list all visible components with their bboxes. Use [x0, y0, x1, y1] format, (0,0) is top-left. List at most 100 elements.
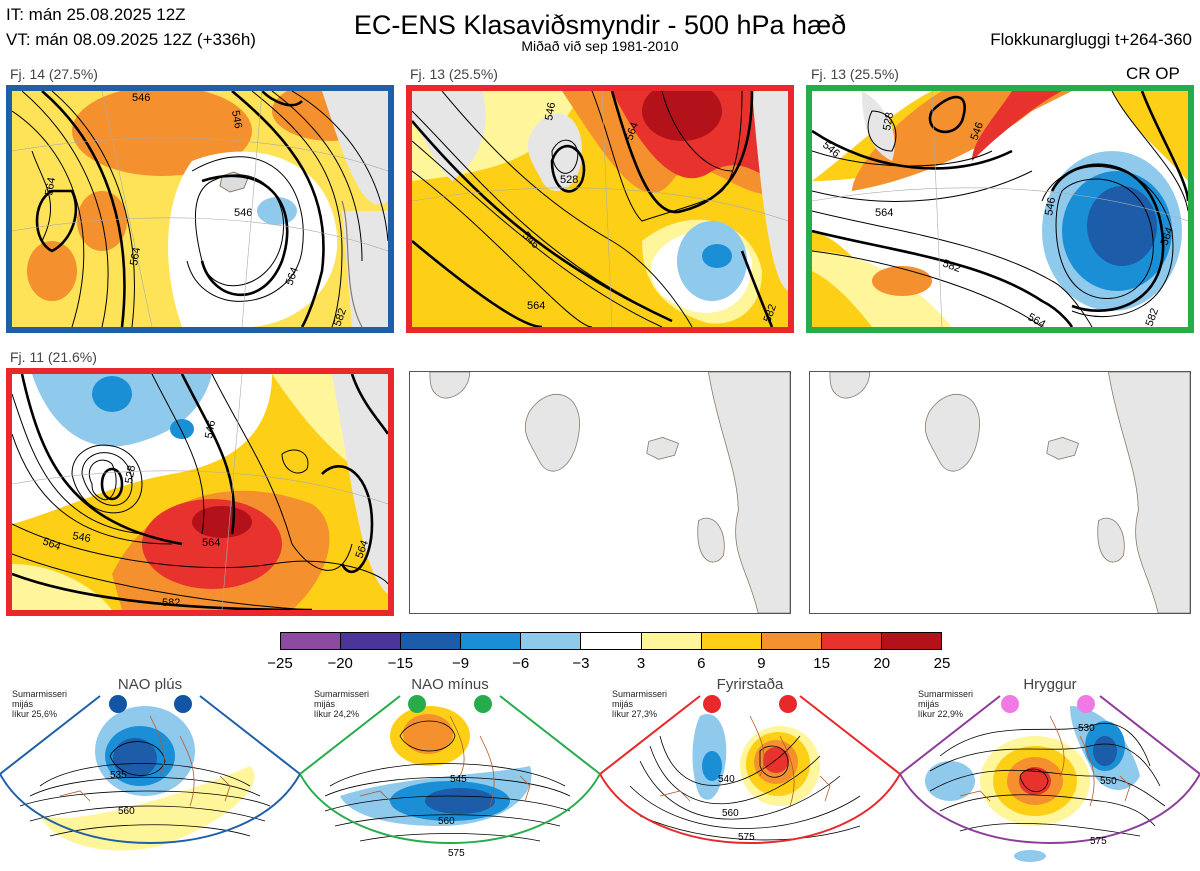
- init-time: IT: mán 25.08.2025 12Z: [6, 5, 186, 24]
- cluster-panel-3: 546 528 546 564 546 564 582 564 582: [806, 85, 1194, 333]
- contour-label: 564: [624, 121, 642, 142]
- regime-nao-plus: 535 560 NAO plús Sumarmisseri mijás líkur …: [0, 676, 300, 871]
- regime-marker-dot: [109, 695, 127, 713]
- regime-title: NAO mínus: [411, 676, 489, 693]
- contour-label: 564: [1159, 226, 1177, 247]
- colorbar-swatch: [581, 633, 642, 649]
- colorbar-swatch: [461, 633, 522, 649]
- cluster-map-1: 564 546 564 564 546 546 582: [12, 91, 388, 327]
- contour-label: 528: [560, 174, 578, 186]
- colorbar-tick-label: −25: [267, 655, 293, 672]
- colorbar-tick-label: 25: [933, 655, 951, 672]
- contour-label: 528: [881, 111, 896, 131]
- regime-sector-outline: [0, 695, 300, 844]
- colorbar-tick-label: −9: [451, 655, 470, 672]
- cluster-map-3: 546 528 546 564 546 564 582 564 582: [812, 91, 1188, 327]
- colorbar-tick-label: −6: [512, 655, 530, 672]
- regime-sector-outline: [600, 695, 900, 844]
- regime-note: Sumarmisseri mijás líkur 22,9%: [918, 689, 974, 719]
- contour-label: 546: [234, 207, 252, 219]
- regime-contour-label: 535: [110, 770, 127, 781]
- colorbar-swatch: [821, 633, 882, 649]
- colorbar-tick-label: 9: [757, 655, 766, 672]
- regime-title: NAO plús: [117, 676, 183, 693]
- regime-contour-label: 545: [450, 774, 467, 785]
- regime-marker-dot: [779, 695, 797, 713]
- contour-label: 546: [229, 109, 244, 129]
- regime-marker-dot: [1001, 695, 1019, 713]
- regime-map: 540 560 575: [600, 695, 900, 844]
- colorbar-swatch: [641, 633, 702, 649]
- regime-note: Sumarmisseri mijás líkur 24,2%: [314, 689, 370, 719]
- contour-label: 564: [284, 266, 302, 287]
- contour-label: 582: [941, 258, 962, 276]
- regime-contour-label: 575: [448, 848, 465, 859]
- colorbar-tick-label: 20: [873, 655, 891, 672]
- regime-contour-label: 560: [722, 808, 739, 819]
- contour-label: 564: [41, 536, 62, 554]
- regime-marker-dot: [1077, 695, 1095, 713]
- classification-window: Flokkunargluggi t+264-360: [990, 30, 1192, 49]
- regime-contour-label: 550: [1100, 776, 1117, 787]
- regime-marker-dot: [408, 695, 426, 713]
- cluster-map-2: 546 528 546 564 564 582: [412, 91, 788, 327]
- anomaly-colorbar: [280, 632, 942, 650]
- regime-map: 530 550 575: [900, 695, 1200, 862]
- colorbar-tick-label: −3: [572, 655, 590, 672]
- contour-label: 582: [162, 597, 180, 609]
- page-subtitle: Miðað við sep 1981-2010: [521, 38, 679, 54]
- panel-3-label: Fj. 13 (25.5%): [811, 66, 899, 82]
- regime-note: Sumarmisseri mijás líkur 25,6%: [12, 689, 68, 719]
- regime-contour-label: 530: [1078, 723, 1095, 734]
- colorbar-tick-label: 6: [697, 655, 706, 672]
- regime-sector-outline: [900, 695, 1200, 844]
- colorbar-swatch: [281, 633, 342, 649]
- colorbar-tick-label: 15: [813, 655, 830, 672]
- regime-sector-outline: [300, 695, 600, 844]
- contour-label: 546: [203, 419, 218, 439]
- contour-label: 564: [202, 537, 220, 549]
- contour-label: 528: [123, 464, 138, 484]
- regime-contour-label: 575: [738, 832, 755, 843]
- cluster-panel-4: 528 546 546 564 564 582 564: [6, 368, 394, 616]
- valid-time: VT: mán 08.09.2025 12Z (+336h): [6, 30, 256, 49]
- colorbar-swatch: [401, 633, 462, 649]
- cluster-panel-1: 564 546 564 564 546 546 582: [6, 85, 394, 333]
- regime-contour-label: 540: [718, 774, 735, 785]
- regime-contour-label: 560: [118, 806, 135, 817]
- contour-label: 564: [527, 300, 545, 312]
- regime-map: 535 560: [0, 695, 300, 851]
- regime-title: Fyrirstaða: [716, 676, 784, 693]
- colorbar-swatch: [761, 633, 822, 649]
- contour-label: 564: [43, 176, 58, 196]
- panel-2-label: Fj. 13 (25.5%): [410, 66, 498, 82]
- contour-label: 546: [71, 530, 91, 545]
- panel-4-label: Fj. 11 (21.6%): [10, 349, 97, 365]
- regime-marker-dot: [174, 695, 192, 713]
- regime-note: Sumarmisseri mijás líkur 27,3%: [612, 689, 668, 719]
- cluster-panel-2: 546 528 546 564 564 582: [406, 85, 794, 333]
- contour-label: 546: [969, 121, 987, 142]
- regime-contour-label: 560: [438, 816, 455, 827]
- colorbar-swatch: [881, 633, 942, 649]
- panel-1-label: Fj. 14 (27.5%): [10, 66, 98, 82]
- contour-label: 582: [332, 307, 350, 327]
- regime-map: 545 560 575: [300, 695, 600, 859]
- cr-op-label: CR OP: [1126, 64, 1180, 83]
- contour-label: 582: [1144, 307, 1162, 327]
- colorbar-swatch: [341, 633, 402, 649]
- contour-label: 546: [1043, 196, 1058, 216]
- contour-label: 564: [875, 207, 893, 219]
- contour-label: 546: [132, 92, 150, 104]
- colorbar-swatch: [521, 633, 582, 649]
- contour-label: 564: [354, 539, 372, 560]
- contour-label: 546: [543, 101, 558, 121]
- regime-marker-dot: [474, 695, 492, 713]
- empty-map-panel-2: [809, 371, 1191, 614]
- cluster-map-4: 528 546 546 564 564 582 564: [12, 374, 388, 610]
- regime-nao-minus: 545 560 575 NAO mínus Sumarmisseri mijás l…: [300, 676, 600, 871]
- empty-map-panel-1: [409, 371, 791, 614]
- colorbar-tick-label: −20: [327, 655, 353, 672]
- colorbar-tick-label: 3: [636, 655, 646, 672]
- colorbar-tick-label: −15: [387, 655, 414, 672]
